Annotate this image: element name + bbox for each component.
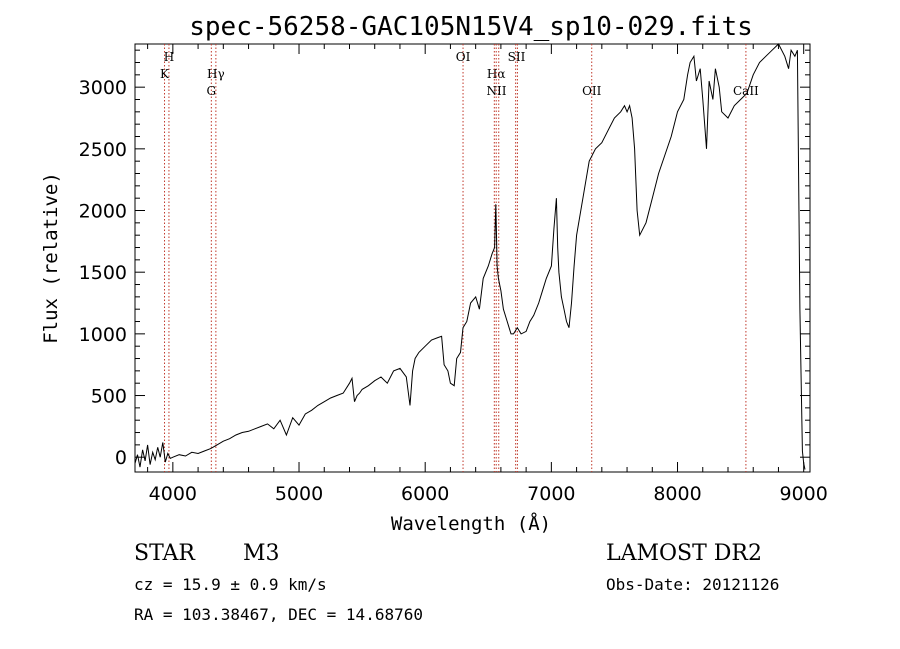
spectrum-info: STAR M3 LAMOST DR2 cz = 15.9 ± 0.9 km/s … <box>134 541 779 624</box>
line-marker-label: NII <box>487 84 507 98</box>
y-axis-label: Flux (relative) <box>40 172 62 344</box>
redshift-velocity: cz = 15.9 ± 0.9 km/s <box>134 575 327 594</box>
line-marker-label: OI <box>456 50 471 64</box>
y-tick-label: 1500 <box>79 262 127 284</box>
x-tick-label: 6000 <box>401 483 449 505</box>
y-tick-label: 2000 <box>79 201 127 223</box>
emission-line-markers: HK Hγ G OI Hα NII SII OII CaII <box>160 44 759 472</box>
line-marker-label: Hγ <box>207 67 225 81</box>
spectrum-line <box>134 43 806 470</box>
y-tick-label: 2500 <box>79 139 127 161</box>
y-tick-label: 500 <box>91 386 127 408</box>
line-marker-label: CaII <box>733 84 759 98</box>
line-marker-label: Hα <box>487 67 506 81</box>
object-subclass: M3 <box>243 541 280 566</box>
coordinates: RA = 103.38467, DEC = 14.68760 <box>134 605 423 624</box>
line-marker-label: K <box>160 67 170 81</box>
x-tick-label: 7000 <box>527 483 575 505</box>
line-marker-label: H <box>164 50 174 64</box>
y-axis-ticks: 0 500 1000 1500 2000 2500 3000 <box>79 49 810 469</box>
survey-name: LAMOST DR2 <box>606 541 762 566</box>
object-class: STAR <box>134 541 196 566</box>
x-tick-label: 9000 <box>780 483 828 505</box>
y-tick-label: 3000 <box>79 77 127 99</box>
y-tick-label: 0 <box>115 447 127 469</box>
line-marker-label: SII <box>508 50 526 64</box>
x-tick-label: 4000 <box>149 483 197 505</box>
line-marker-label: OII <box>582 84 602 98</box>
x-tick-label: 5000 <box>275 483 323 505</box>
observation-date: Obs-Date: 20121126 <box>606 575 779 594</box>
x-tick-label: 8000 <box>653 483 701 505</box>
chart-title: spec-56258-GAC105N15V4_sp10-029.fits <box>189 12 753 42</box>
x-axis-label: Wavelength (Å) <box>391 512 551 535</box>
x-axis-ticks: 4000 5000 6000 7000 8000 9000 <box>147 44 828 505</box>
line-marker-label: G <box>207 84 217 98</box>
y-tick-label: 1000 <box>79 324 127 346</box>
plot-frame <box>134 43 811 473</box>
